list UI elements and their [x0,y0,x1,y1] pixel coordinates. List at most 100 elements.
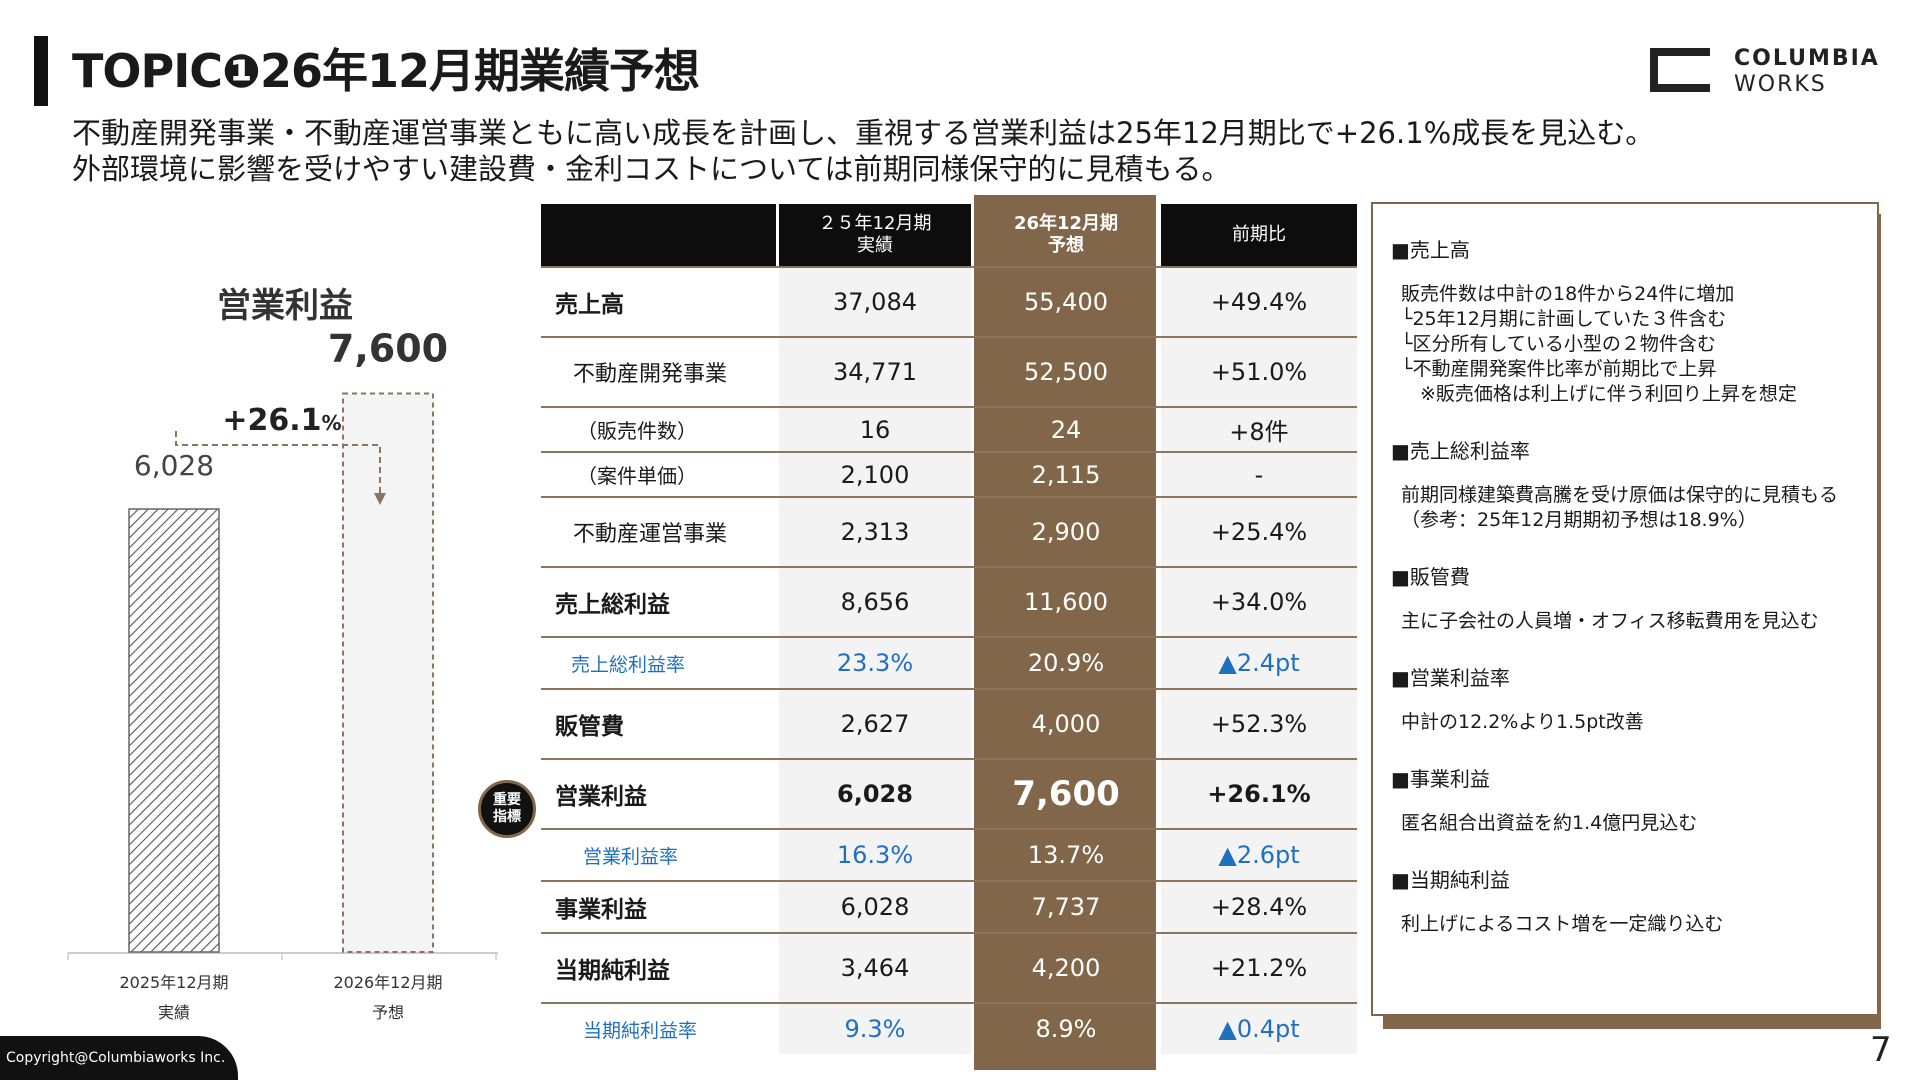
row-actual-value: 8,656 [779,568,971,636]
note-line: ※販売価格は利上げに伴う利回り上昇を想定 [1401,383,1797,405]
chart-title: 営業利益 [217,286,353,326]
row-actual-value: 34,771 [779,338,971,406]
company-logo: COLUMBIA WORKS [1650,46,1890,98]
bar-2025-actual [128,508,220,953]
table-row: （販売件数） 16 24 +8件 [541,408,1357,451]
page-title: TOPIC❶26年12月期業績予想 [72,44,700,98]
row-forecast-value: 7,737 [1031,893,1101,921]
table-header-forecast: 26年12月期 予想 [975,204,1157,266]
row-label: 売上総利益 [555,592,670,618]
table-row-divider [541,266,1357,268]
table-header-forecast-line-2: 予想 [1048,235,1084,256]
table-row-divider [541,636,1357,638]
row-yoy-value: +34.0% [1161,568,1357,636]
table-row-divider [541,336,1357,338]
table-row: 営業利益率 16.3% 13.7% ▲2.6pt [541,830,1357,880]
table-header-yoy: 前期比 [1161,204,1357,266]
category-label: 実績 [158,1003,190,1022]
row-forecast-value: 4,000 [1031,710,1101,738]
note-line: └25年12月期に計画していた３件含む [1401,308,1727,330]
row-forecast-value: 55,400 [1024,288,1108,316]
table-header-actual: ２５年12月期 実績 [779,204,971,266]
row-actual-value: 3,464 [779,934,971,1002]
row-forecast-value: 4,200 [1031,954,1101,982]
row-actual-value: 2,313 [779,498,971,566]
row-label: （販売件数） [577,419,697,443]
row-actual-value: 37,084 [779,268,971,336]
row-yoy-value: +8件 [1161,408,1357,451]
table-row-divider [541,880,1357,882]
note-line: （参考：25年12月期期初予想は18.9%） [1401,509,1757,531]
growth-value: +26.1 [222,403,321,438]
note-line: 利上げによるコスト増を一定織り込む [1401,913,1724,935]
notes-panel: ■売上高 販売件数は中計の18件から24件に増加 └25年12月期に計画していた３件… [1371,202,1879,1016]
page-number: 7 [1870,1030,1892,1070]
table-row: 営業利益 6,028 7,600 +26.1% [541,760,1357,828]
note-line: 販売件数は中計の18件から24件に増加 [1401,283,1735,305]
note-heading: ■当期純利益 [1391,868,1510,892]
logo-mark-icon [1650,48,1736,92]
table-header-actual-line-1: ２５年12月期 [818,213,932,234]
subtitle-line-2: 外部環境に影響を受けやすい建設費・金利コストについては前期同様保守的に見積もる。 [72,152,1231,186]
table-header-actual-line-2: 実績 [857,235,893,256]
table-row: 販管費 2,627 4,000 +52.3% [541,690,1357,758]
table-header-blank [541,204,776,266]
operating-profit-chart: 営業利益 6,028 2025年12月期 実績 7,600 2026年12月期 予想 +26… [60,260,510,1040]
row-label: 売上総利益率 [571,653,686,676]
row-forecast-value: 2,900 [1031,518,1101,546]
row-actual-value: 6,028 [779,760,971,828]
row-forecast-value: 11,600 [1024,588,1108,616]
table-row: 不動産開発事業 34,771 52,500 +51.0% [541,338,1357,406]
row-forecast-value: 20.9% [1027,649,1105,677]
row-label: 当期純利益率 [583,1019,698,1042]
row-forecast-value: 52,500 [1024,358,1108,386]
table-row-divider [541,566,1357,568]
row-yoy-value: +51.0% [1161,338,1357,406]
key-badge-line-2: 指標 [493,809,521,825]
row-actual-value: 16 [779,408,971,451]
table-row-divider [541,496,1357,498]
row-label: 不動産開発事業 [573,362,728,387]
table-row-divider [541,828,1357,830]
note-line: 中計の12.2%より1.5pt改善 [1401,711,1644,733]
row-yoy-value: +21.2% [1161,934,1357,1002]
note-line: 匿名組合出資益を約1.4億円見込む [1401,812,1698,834]
table-row: （案件単価） 2,100 2,115 - [541,453,1357,496]
table-row-divider [541,451,1357,453]
row-yoy-value: ▲2.4pt [1161,638,1357,688]
table-header-forecast-line-1: 26年12月期 [1013,213,1119,234]
row-yoy-value: - [1161,453,1357,496]
note-heading: ■営業利益率 [1391,666,1510,690]
key-badge-line-1: 重要 [493,792,521,808]
row-forecast-value: 8.9% [1035,1015,1097,1043]
bar-value-label: 6,028 [134,449,214,482]
row-yoy-value: +26.1% [1161,760,1357,828]
table-row-divider [541,758,1357,760]
row-label: 当期純利益 [555,958,670,984]
growth-arrow-icon [374,493,386,505]
row-actual-value: 9.3% [779,1004,971,1054]
growth-label: +26.1% [222,403,341,438]
subtitle-line-1: 不動産開発事業・不動産運営事業ともに高い成長を計画し、重視する営業利益は25年1… [72,116,1655,150]
table-row: 売上総利益 8,656 11,600 +34.0% [541,568,1357,636]
note-line: 前期同様建築費高騰を受け原価は保守的に見積もる [1401,484,1839,506]
row-yoy-value: +25.4% [1161,498,1357,566]
title-accent-bar [34,36,48,106]
row-label: 販管費 [555,714,624,740]
row-actual-value: 6,028 [779,882,971,932]
logo-text-line-1: COLUMBIA [1734,46,1880,71]
table-row: 事業利益 6,028 7,737 +28.4% [541,882,1357,932]
note-heading: ■事業利益 [1391,767,1490,791]
row-label: 営業利益率 [583,845,679,868]
forecast-column-highlight [974,195,1156,1070]
category-label: 2025年12月期 [119,973,228,992]
row-yoy-value: +52.3% [1161,690,1357,758]
row-yoy-value: ▲2.6pt [1161,830,1357,880]
row-actual-value: 2,627 [779,690,971,758]
note-heading: ■販管費 [1391,565,1470,589]
note-heading: ■売上総利益率 [1391,439,1530,463]
table-row: 不動産運営事業 2,313 2,900 +25.4% [541,498,1357,566]
row-yoy-value: +28.4% [1161,882,1357,932]
bar-2026-forecast [342,392,434,954]
